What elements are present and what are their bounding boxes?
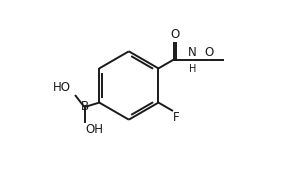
Text: O: O — [170, 28, 179, 41]
Text: HO: HO — [53, 81, 71, 94]
Text: O: O — [204, 46, 213, 59]
Text: F: F — [173, 111, 179, 124]
Text: B: B — [81, 100, 89, 113]
Text: N: N — [188, 46, 196, 59]
Text: H: H — [189, 64, 196, 74]
Text: OH: OH — [86, 123, 103, 136]
